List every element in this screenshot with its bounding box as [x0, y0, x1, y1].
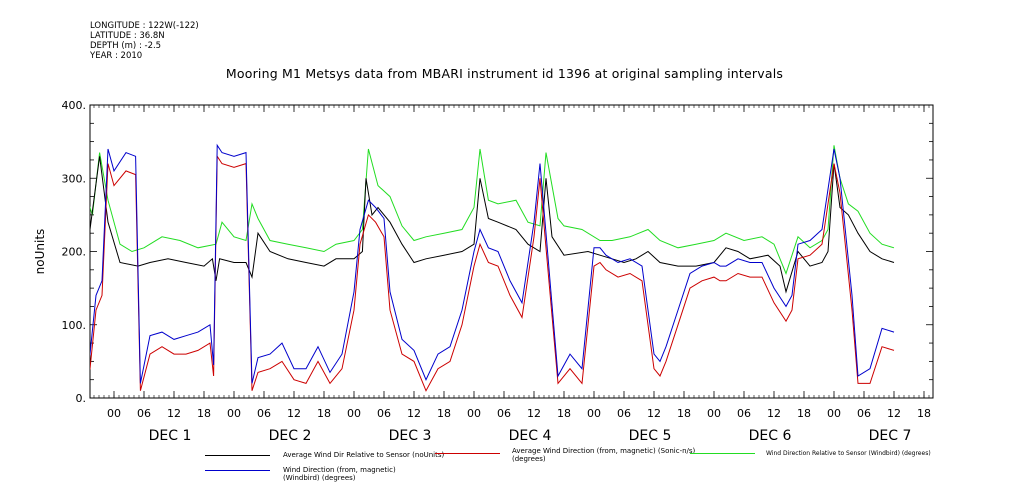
- x-hour-label: 12: [167, 407, 181, 420]
- legend-label-relative-dir: Average Wind Dir Relative to Sensor (noU…: [283, 451, 445, 459]
- meta-longitude: LONGITUDE : 122W(-122): [90, 21, 199, 31]
- y-tick-label: 200.: [62, 246, 87, 259]
- legend-swatch-red: [435, 453, 500, 454]
- x-hour-label: 12: [767, 407, 781, 420]
- x-hour-label: 18: [797, 407, 811, 420]
- legend-label-sonic-dir: Average Wind Direction (from, magnetic) …: [512, 447, 696, 463]
- x-hour-label: 06: [377, 407, 391, 420]
- x-day-label: DEC 7: [869, 428, 912, 444]
- meta-latitude: LATITUDE : 36.8N: [90, 31, 165, 41]
- legend-swatch-blue: [205, 470, 270, 471]
- series-windbird-dir-line: [90, 143, 895, 384]
- x-hour-label: 06: [617, 407, 631, 420]
- series-relative-dir-line: [90, 156, 895, 294]
- legend-swatch-black: [205, 455, 270, 456]
- x-hour-label: 00: [587, 407, 601, 420]
- x-hour-label: 12: [647, 407, 661, 420]
- x-hour-label: 00: [707, 407, 721, 420]
- x-day-label: DEC 6: [749, 428, 792, 444]
- x-day-label: DEC 1: [149, 428, 192, 444]
- x-hour-label: 18: [437, 407, 451, 420]
- legend-label-windbird-dir: Wind Direction (from, magnetic) (Windbir…: [283, 466, 396, 482]
- y-tick-label: 0.: [76, 392, 87, 405]
- x-hour-label: 12: [887, 407, 901, 420]
- x-day-label: DEC 2: [269, 428, 312, 444]
- x-hour-label: 00: [227, 407, 241, 420]
- x-hour-label: 12: [527, 407, 541, 420]
- legend-label-windbird-relative: Wind Direction Relative to Sensor (Windb…: [766, 450, 931, 457]
- y-tick-label: 100.: [62, 319, 87, 332]
- x-day-label: DEC 4: [509, 428, 552, 444]
- series-sonic-dir-line: [90, 154, 895, 392]
- series-windbird-relative-line: [90, 145, 895, 275]
- x-day-label: DEC 3: [389, 428, 432, 444]
- x-day-label: DEC 5: [629, 428, 672, 444]
- y-tick-label: 400.: [62, 99, 87, 112]
- x-hour-label: 06: [737, 407, 751, 420]
- x-hour-label: 18: [317, 407, 331, 420]
- x-hour-label: 06: [857, 407, 871, 420]
- y-axis-label: noUnits: [33, 229, 47, 275]
- x-hour-label: 12: [407, 407, 421, 420]
- x-hour-label: 06: [137, 407, 151, 420]
- x-hour-label: 00: [827, 407, 841, 420]
- y-tick-label: 300.: [62, 172, 87, 185]
- legend-swatch-green: [690, 453, 755, 454]
- x-hour-label: 06: [497, 407, 511, 420]
- x-hour-label: 06: [257, 407, 271, 420]
- x-hour-label: 12: [287, 407, 301, 420]
- x-hour-label: 00: [107, 407, 121, 420]
- x-hour-label: 18: [197, 407, 211, 420]
- x-hour-label: 00: [467, 407, 481, 420]
- x-hour-label: 18: [677, 407, 691, 420]
- x-hour-label: 00: [347, 407, 361, 420]
- x-hour-label: 18: [557, 407, 571, 420]
- meta-year: YEAR : 2010: [90, 51, 143, 61]
- x-hour-label: 18: [917, 407, 931, 420]
- meta-depth: DEPTH (m) : -2.5: [90, 41, 162, 51]
- metadata-block: LONGITUDE : 122W(-122) LATITUDE : 36.8N …: [90, 21, 199, 61]
- chart-title: Mooring M1 Metsys data from MBARI instru…: [225, 66, 784, 81]
- plot-frame: [89, 104, 934, 399]
